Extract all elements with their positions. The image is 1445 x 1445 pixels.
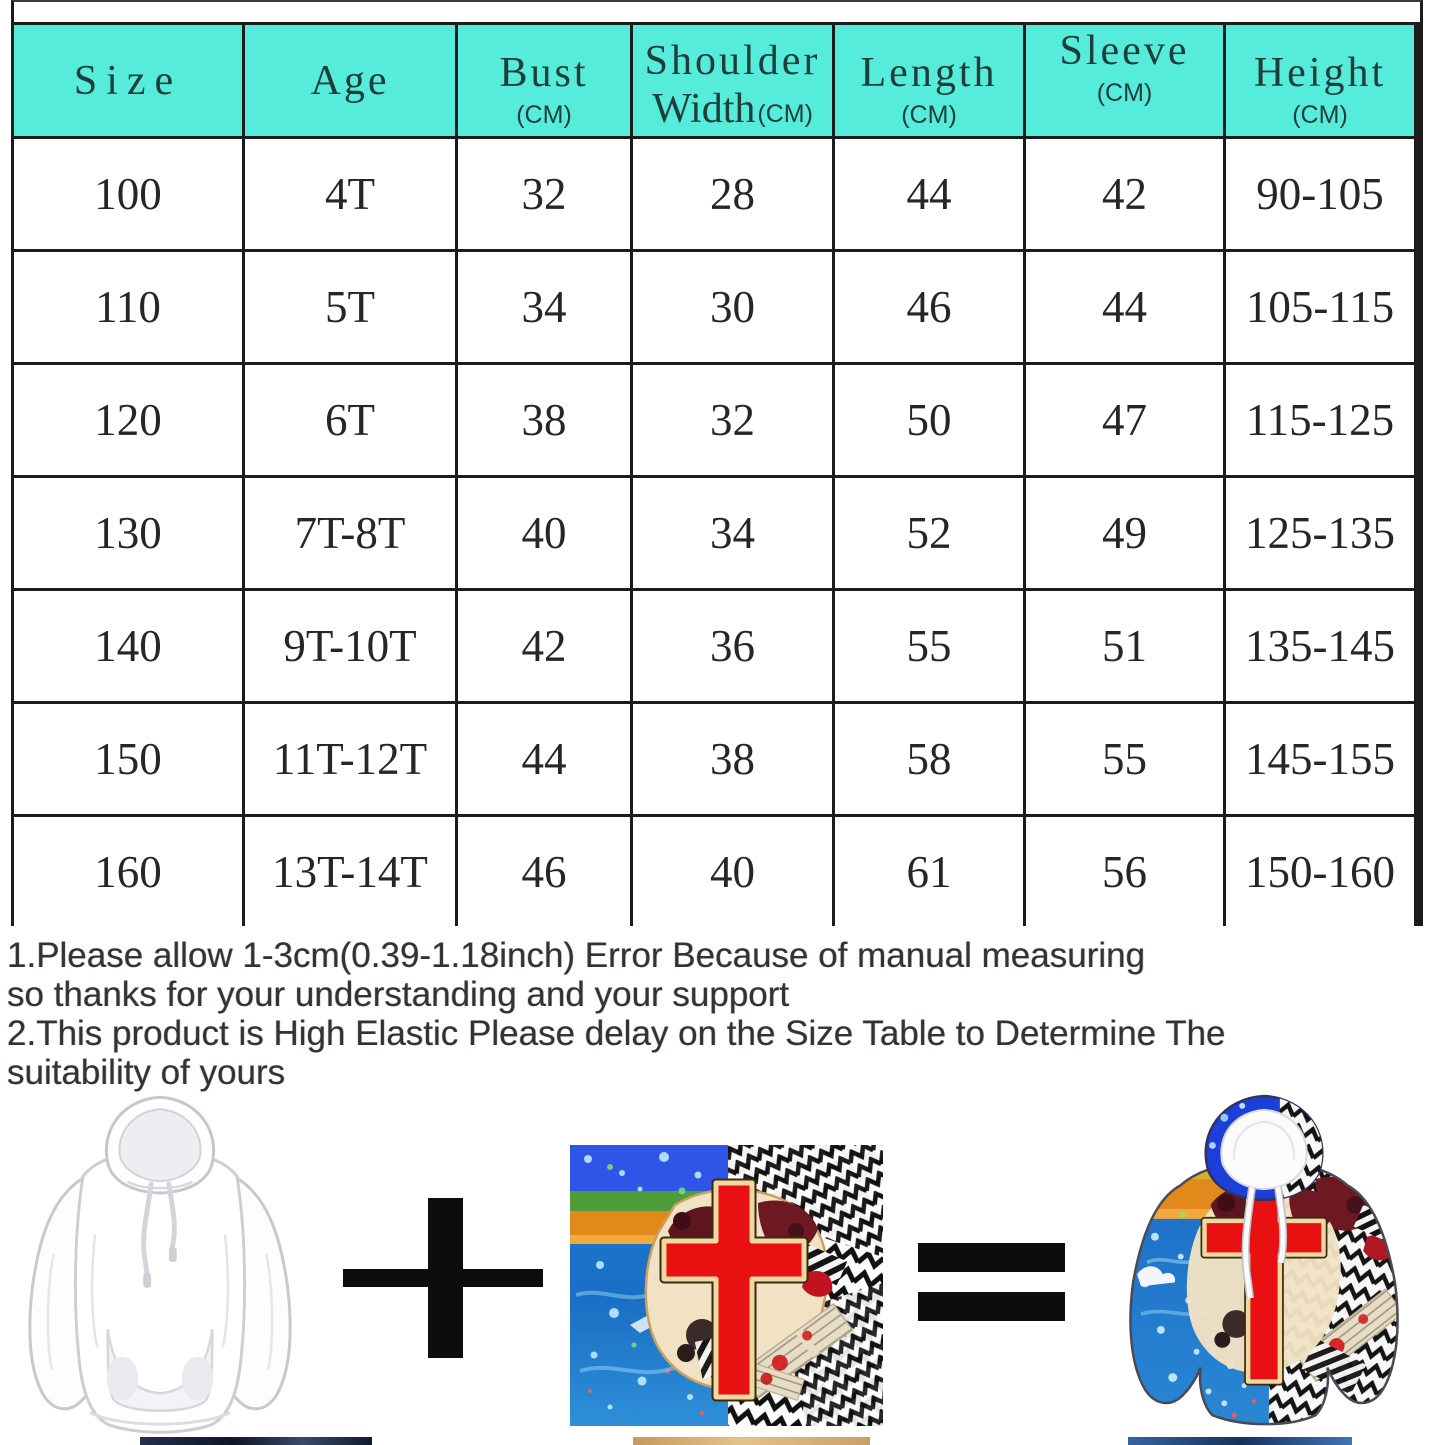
header-label: Length	[860, 50, 998, 96]
header-unit: (CM)	[1096, 79, 1153, 107]
note-line: so thanks for your understanding and you…	[7, 975, 790, 1014]
column-header-size: Size	[14, 25, 242, 136]
table-cell: 9T-10T	[245, 591, 455, 701]
table-cell: 55	[1026, 704, 1223, 814]
table-cell: 5T	[245, 252, 455, 362]
table-cell: 4T	[245, 139, 455, 249]
header-label: Age	[310, 57, 390, 104]
note-line: suitability of yours	[7, 1053, 286, 1092]
header-label: Height	[1253, 50, 1387, 96]
table-cell: 28	[633, 139, 832, 249]
note-line: 1.Please allow 1-3cm(0.39-1.18inch) Erro…	[7, 936, 1146, 975]
header-unit: (CM)	[516, 101, 572, 129]
table-cell: 7T-8T	[245, 478, 455, 588]
table-cell: 11T-12T	[245, 704, 455, 814]
print-pattern-image	[570, 1145, 883, 1426]
table-cell: 105-115	[1226, 252, 1414, 362]
table-cell: 125-135	[1226, 478, 1414, 588]
table-cell: 42	[458, 591, 630, 701]
table-cell: 32	[458, 139, 630, 249]
table-cell: 50	[835, 365, 1023, 475]
table-cell: 46	[458, 817, 630, 927]
table-cell: 150	[14, 704, 242, 814]
table-cell: 6T	[245, 365, 455, 475]
table-cell: 32	[633, 365, 832, 475]
table-cell: 42	[1026, 139, 1223, 249]
header-unit: (CM)	[901, 101, 957, 129]
table-cell: 100	[14, 139, 242, 249]
column-header-shoulder-width: Shoulder Width (CM)	[633, 25, 832, 136]
table-cell: 46	[835, 252, 1023, 362]
table-cell: 36	[633, 591, 832, 701]
column-header-length: Length (CM)	[835, 25, 1023, 136]
table-cell: 56	[1026, 817, 1223, 927]
column-header-sleeve: Sleeve (CM)	[1026, 25, 1223, 136]
table-cell: 145-155	[1226, 704, 1414, 814]
table-cell: 150-160	[1226, 817, 1414, 927]
note-line: 2.This product is High Elastic Please de…	[7, 1014, 1226, 1053]
size-table: Size Age Bust (CM) Shoulder Width (CM) Len…	[14, 22, 1420, 927]
table-cell: 140	[14, 591, 242, 701]
header-label: Sleeve	[1059, 28, 1190, 74]
header-label: Bust	[499, 50, 589, 96]
table-cell: 44	[1026, 252, 1223, 362]
cropped-image-strip	[140, 1437, 372, 1445]
table-cell: 135-145	[1226, 591, 1414, 701]
table-cell: 52	[835, 478, 1023, 588]
table-cell: 130	[14, 478, 242, 588]
column-header-age: Age	[245, 25, 455, 136]
table-cell: 47	[1026, 365, 1223, 475]
table-cell: 38	[633, 704, 832, 814]
table-cell: 38	[458, 365, 630, 475]
white-hoodie-image	[28, 1095, 292, 1434]
plus-icon	[343, 1198, 543, 1358]
measurement-notes: 1.Please allow 1-3cm(0.39-1.18inch) Erro…	[7, 936, 1407, 1092]
table-cell: 58	[835, 704, 1023, 814]
table-cell: 34	[458, 252, 630, 362]
table-cell: 13T-14T	[245, 817, 455, 927]
column-header-height: Height (CM)	[1226, 25, 1414, 136]
table-cell: 51	[1026, 591, 1223, 701]
table-cell: 110	[14, 252, 242, 362]
table-cell: 40	[458, 478, 630, 588]
header-unit: (CM)	[1292, 101, 1348, 129]
table-cell: 90-105	[1226, 139, 1414, 249]
table-cell: 44	[458, 704, 630, 814]
header-label: Size	[73, 57, 183, 104]
cropped-image-strip	[1128, 1437, 1352, 1445]
table-cell: 40	[633, 817, 832, 927]
table-cell: 160	[14, 817, 242, 927]
printed-hoodie-image	[1129, 1094, 1399, 1426]
table-cell: 61	[835, 817, 1023, 927]
table-cell: 49	[1026, 478, 1223, 588]
column-header-bust: Bust (CM)	[458, 25, 630, 136]
cropped-image-strip	[633, 1437, 870, 1445]
table-cell: 34	[633, 478, 832, 588]
size-table-frame: Size Age Bust (CM) Shoulder Width (CM) Len…	[11, 0, 1423, 927]
header-label-line2: Width (CM)	[652, 86, 813, 132]
table-cell: 115-125	[1226, 365, 1414, 475]
table-cell: 44	[835, 139, 1023, 249]
header-unit: (CM)	[757, 100, 813, 128]
equals-icon	[918, 1243, 1065, 1321]
table-cell: 30	[633, 252, 832, 362]
header-label: Shoulder	[644, 38, 821, 84]
table-cell: 55	[835, 591, 1023, 701]
table-cell: 120	[14, 365, 242, 475]
